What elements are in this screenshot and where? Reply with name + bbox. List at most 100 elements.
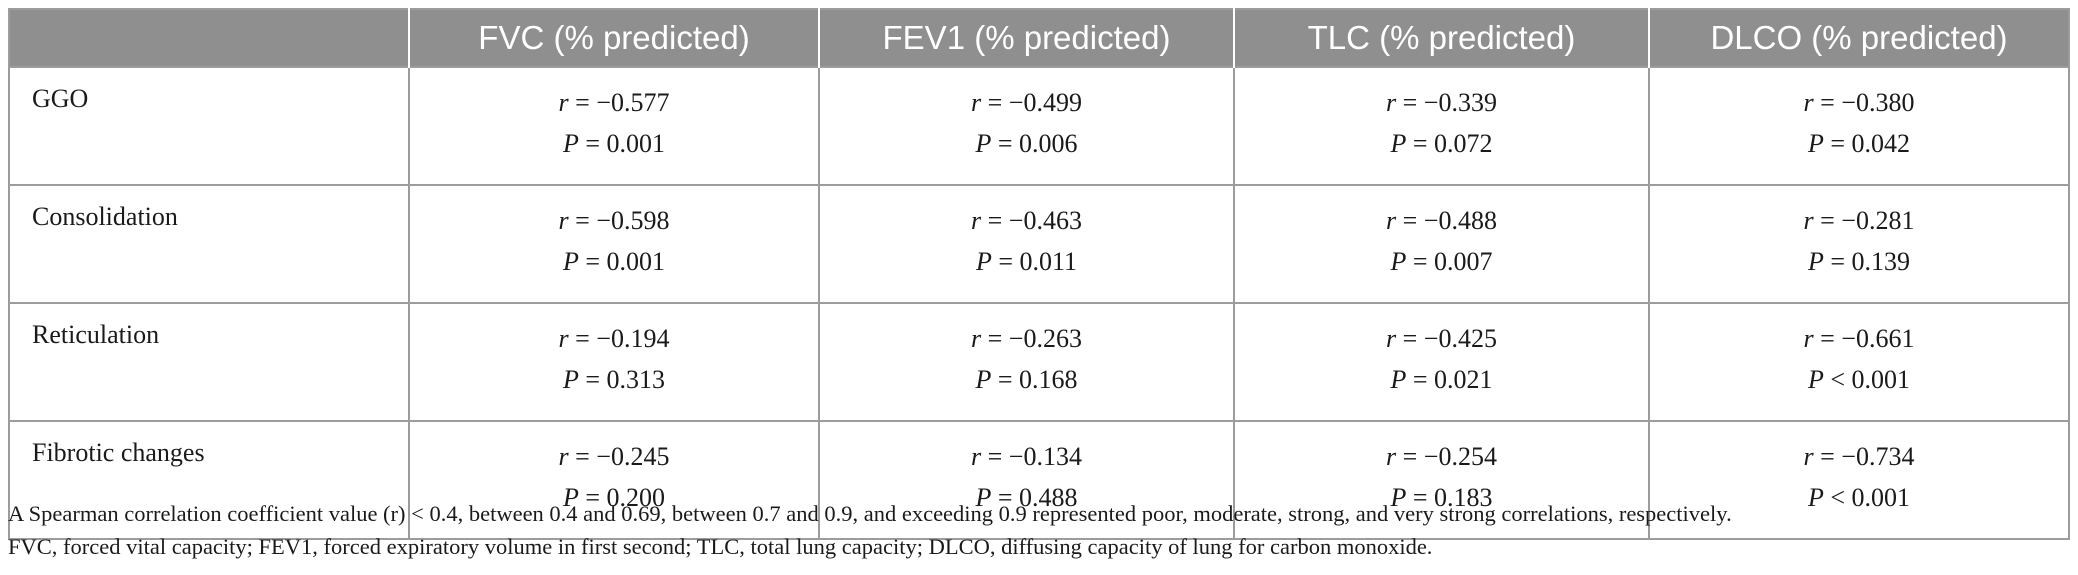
- p-symbol: P: [562, 247, 579, 276]
- header-fvc: FVC (% predicted): [408, 9, 819, 67]
- p-symbol: P: [1390, 365, 1407, 394]
- r-symbol: r: [971, 324, 982, 353]
- table-row: Consolidation r = −0.598 P = 0.001 r = −0.4…: [8, 184, 2070, 304]
- r-symbol: r: [558, 442, 569, 471]
- r-value-line: r = −0.194: [410, 318, 818, 359]
- p-value-line: P < 0.001: [1650, 359, 2068, 400]
- p-symbol: P: [975, 483, 992, 512]
- r-symbol: r: [1803, 442, 1814, 471]
- p-symbol: P: [975, 365, 992, 394]
- correlation-cell: r = −0.134 P = 0.488: [818, 420, 1235, 540]
- header-tlc: TLC (% predicted): [1233, 9, 1649, 67]
- r-value-line: r = −0.499: [820, 82, 1233, 123]
- correlation-cell: r = −0.194 P = 0.313: [408, 302, 820, 422]
- r-value-line: r = −0.661: [1650, 318, 2068, 359]
- p-value-line: P < 0.001: [1650, 477, 2068, 518]
- row-label: Consolidation: [8, 184, 410, 304]
- table-body: GGO r = −0.577 P = 0.001 r = −0.499 P = 0.00…: [8, 66, 2070, 540]
- p-symbol: P: [562, 365, 579, 394]
- r-value-line: r = −0.463: [820, 200, 1233, 241]
- p-symbol: P: [1807, 483, 1824, 512]
- correlation-table: FVC (% predicted) FEV1 (% predicted) TLC…: [8, 8, 2070, 540]
- p-value: = 0.139: [1823, 247, 1911, 276]
- r-value: = −0.281: [1813, 206, 1915, 235]
- r-value-line: r = −0.245: [410, 436, 818, 477]
- r-value: = −0.245: [568, 442, 670, 471]
- r-value-line: r = −0.134: [820, 436, 1233, 477]
- p-value-line: P = 0.007: [1235, 241, 1648, 282]
- r-symbol: r: [1386, 442, 1397, 471]
- p-symbol: P: [1807, 365, 1824, 394]
- correlation-cell: r = −0.734 P < 0.001: [1648, 420, 2070, 540]
- r-value-line: r = −0.488: [1235, 200, 1648, 241]
- r-value: = −0.499: [981, 88, 1082, 117]
- r-value-line: r = −0.254: [1235, 436, 1648, 477]
- r-value-line: r = −0.339: [1235, 82, 1648, 123]
- r-value: = −0.339: [1396, 88, 1497, 117]
- p-symbol: P: [562, 129, 579, 158]
- r-symbol: r: [1386, 206, 1397, 235]
- r-value: = −0.134: [981, 442, 1082, 471]
- correlation-cell: r = −0.463 P = 0.011: [818, 184, 1235, 304]
- r-value-line: r = −0.598: [410, 200, 818, 241]
- p-value: < 0.001: [1823, 365, 1911, 394]
- r-value: = −0.463: [981, 206, 1082, 235]
- correlation-table-container: FVC (% predicted) FEV1 (% predicted) TLC…: [8, 8, 2070, 540]
- correlation-cell: r = −0.499 P = 0.006: [818, 66, 1235, 186]
- table-row: GGO r = −0.577 P = 0.001 r = −0.499 P = 0.00…: [8, 66, 2070, 186]
- p-value-line: P = 0.183: [1235, 477, 1648, 518]
- header-dlco: DLCO (% predicted): [1648, 9, 2069, 67]
- p-value-line: P = 0.011: [820, 241, 1233, 282]
- p-value-line: P = 0.042: [1650, 123, 2068, 164]
- correlation-cell: r = −0.577 P = 0.001: [408, 66, 820, 186]
- p-value-line: P = 0.001: [410, 123, 818, 164]
- p-value-line: P = 0.168: [820, 359, 1233, 400]
- header-corner: [9, 9, 409, 67]
- p-value-line: P = 0.139: [1650, 241, 2068, 282]
- table-row: Reticulation r = −0.194 P = 0.313 r = −0.26…: [8, 302, 2070, 422]
- r-value: = −0.598: [568, 206, 670, 235]
- r-symbol: r: [971, 206, 982, 235]
- p-value-line: P = 0.021: [1235, 359, 1648, 400]
- header-fev1: FEV1 (% predicted): [818, 9, 1234, 67]
- p-value: = 0.007: [1406, 247, 1493, 276]
- p-symbol: P: [562, 483, 579, 512]
- p-value: = 0.001: [578, 129, 666, 158]
- correlation-cell: r = −0.488 P = 0.007: [1233, 184, 1650, 304]
- r-value-line: r = −0.380: [1650, 82, 2068, 123]
- r-symbol: r: [1803, 206, 1814, 235]
- p-value: = 0.006: [991, 129, 1078, 158]
- p-value: = 0.001: [578, 247, 666, 276]
- correlation-cell: r = −0.380 P = 0.042: [1648, 66, 2070, 186]
- r-symbol: r: [1386, 324, 1397, 353]
- correlation-cell: r = −0.339 P = 0.072: [1233, 66, 1650, 186]
- row-label: GGO: [8, 66, 410, 186]
- table-row: Fibrotic changes r = −0.245 P = 0.200 r = −…: [8, 420, 2070, 540]
- p-value: = 0.072: [1406, 129, 1493, 158]
- p-value-line: P = 0.200: [410, 477, 818, 518]
- p-value: = 0.042: [1823, 129, 1911, 158]
- p-value: = 0.021: [1406, 365, 1493, 394]
- correlation-cell: r = −0.661 P < 0.001: [1648, 302, 2070, 422]
- p-value: = 0.488: [991, 483, 1078, 512]
- r-symbol: r: [558, 88, 569, 117]
- r-value-line: r = −0.263: [820, 318, 1233, 359]
- correlation-cell: r = −0.263 P = 0.168: [818, 302, 1235, 422]
- r-value: = −0.254: [1396, 442, 1497, 471]
- p-symbol: P: [1390, 483, 1407, 512]
- correlation-cell: r = −0.254 P = 0.183: [1233, 420, 1650, 540]
- p-symbol: P: [1390, 247, 1407, 276]
- p-value-line: P = 0.313: [410, 359, 818, 400]
- correlation-cell: r = −0.245 P = 0.200: [408, 420, 820, 540]
- p-value: = 0.168: [991, 365, 1078, 394]
- p-symbol: P: [1807, 247, 1824, 276]
- r-symbol: r: [1803, 88, 1814, 117]
- r-value: = −0.734: [1813, 442, 1915, 471]
- correlation-cell: r = −0.425 P = 0.021: [1233, 302, 1650, 422]
- p-value-line: P = 0.488: [820, 477, 1233, 518]
- r-symbol: r: [971, 442, 982, 471]
- r-value: = −0.425: [1396, 324, 1497, 353]
- p-symbol: P: [1390, 129, 1407, 158]
- p-symbol: P: [975, 129, 992, 158]
- r-value: = −0.194: [568, 324, 670, 353]
